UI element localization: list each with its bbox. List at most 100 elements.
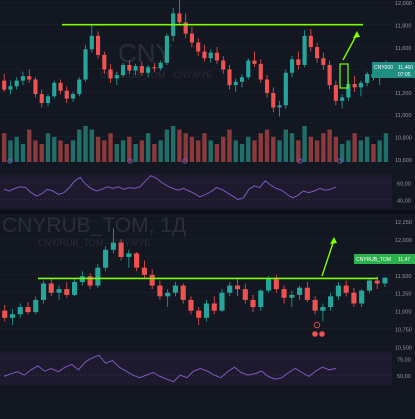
price-panel-1: 12,00011,80011,60011,40011,20011,00010,8…: [0, 0, 415, 164]
candle-body: [83, 49, 88, 80]
volume-bar: [202, 133, 207, 162]
candle-body: [340, 97, 345, 101]
volume-bar: [214, 144, 220, 162]
volume-bar: [296, 140, 301, 162]
candle-body: [312, 299, 318, 311]
candle-body: [8, 86, 13, 90]
candle-body: [56, 289, 62, 293]
candle-body: [366, 280, 372, 291]
candle-body: [25, 307, 31, 313]
volume-bar: [102, 140, 107, 162]
candle-body: [219, 292, 225, 311]
volume-bar: [227, 129, 232, 162]
volume-bar: [246, 136, 251, 162]
dividend-badge-red: [319, 331, 325, 337]
candle-body: [320, 307, 326, 311]
candle-body: [134, 253, 140, 268]
candle-body: [233, 81, 238, 86]
highlight-box: [339, 63, 349, 89]
y-tick-label: 12,000: [395, 238, 412, 244]
y-tick-label: 10,500: [395, 345, 412, 351]
candle-body: [321, 58, 326, 65]
candle-body: [374, 280, 380, 284]
volume-bar: [327, 129, 332, 162]
volume-bar: [170, 126, 176, 162]
candle-body: [277, 105, 282, 108]
volume-bar: [108, 133, 113, 162]
volume-bar: [70, 140, 76, 162]
y-tick-label: 12,000: [395, 1, 412, 7]
candle-body: [2, 310, 8, 318]
candle-body: [327, 64, 332, 86]
symbol-subline: CNY/RUB_TOM · CNY/РУБ: [38, 238, 150, 248]
candle-body: [146, 67, 151, 73]
event-marker: [313, 321, 321, 329]
price-badge-value: 11,460: [398, 65, 413, 71]
candle-body: [227, 69, 232, 86]
volume-bar: [339, 144, 345, 162]
volume-bar: [221, 136, 226, 162]
volume-bar: [183, 133, 188, 162]
candle-body: [302, 35, 307, 65]
volume-bar: [8, 140, 13, 162]
candle-body: [20, 76, 26, 81]
price-panel-2: 12,25012,00011,75011,50011,25011,00010,7…: [0, 214, 415, 351]
y-tick-label: 11,000: [395, 113, 411, 119]
candle-body: [158, 62, 163, 69]
volume-bar: [233, 140, 238, 162]
volume-bar: [58, 140, 63, 162]
candle-body: [165, 292, 171, 297]
dividend-badge-red: [312, 331, 318, 337]
candle-body: [227, 285, 233, 293]
candle-body: [139, 66, 144, 73]
candle-body: [328, 296, 334, 308]
price-badge-value: 11,47: [398, 257, 410, 263]
volume-bar: [314, 140, 320, 162]
candle-body: [39, 94, 44, 104]
rsi-tick-label: 60,00: [397, 182, 411, 188]
candle-body: [359, 290, 365, 304]
candle-body: [296, 59, 301, 65]
volume-bar: [302, 126, 307, 162]
volume-bar: [64, 144, 69, 162]
candle-body: [283, 72, 288, 106]
volume-bar: [20, 144, 26, 162]
candle-body: [242, 289, 248, 300]
candle-body: [343, 285, 349, 293]
candle-body: [27, 76, 32, 80]
candle-body: [214, 52, 220, 61]
volume-bar: [45, 133, 51, 162]
volume-bar: [289, 133, 295, 162]
volume-bar: [239, 144, 245, 162]
candle-body: [183, 22, 188, 34]
candle-body: [172, 285, 178, 293]
volume-bar: [52, 136, 57, 162]
candle-body: [180, 285, 186, 300]
candle-body: [95, 35, 101, 55]
event-marker: [127, 158, 133, 164]
volume-bar: [27, 129, 32, 162]
candle-body: [52, 82, 57, 97]
candle-body: [48, 283, 54, 293]
candle-body: [333, 85, 338, 101]
volume-bar: [133, 144, 138, 162]
candle-body: [382, 277, 388, 284]
volume-bar: [333, 136, 339, 162]
candle-body: [315, 47, 320, 59]
volume-bar: [39, 144, 44, 162]
volume-bar: [164, 129, 170, 162]
candle-body: [108, 69, 113, 79]
volume-bar: [120, 140, 126, 162]
volume-bar: [346, 140, 351, 162]
candle-body: [196, 310, 202, 318]
candle-body: [365, 73, 370, 83]
candle-body: [64, 289, 70, 295]
rsi-band: [0, 174, 392, 208]
volume-bar: [158, 140, 163, 162]
y-tick-label: 10,750: [395, 328, 412, 334]
candle-body: [250, 299, 256, 308]
candle-body: [110, 242, 116, 250]
candle-body: [127, 64, 132, 71]
